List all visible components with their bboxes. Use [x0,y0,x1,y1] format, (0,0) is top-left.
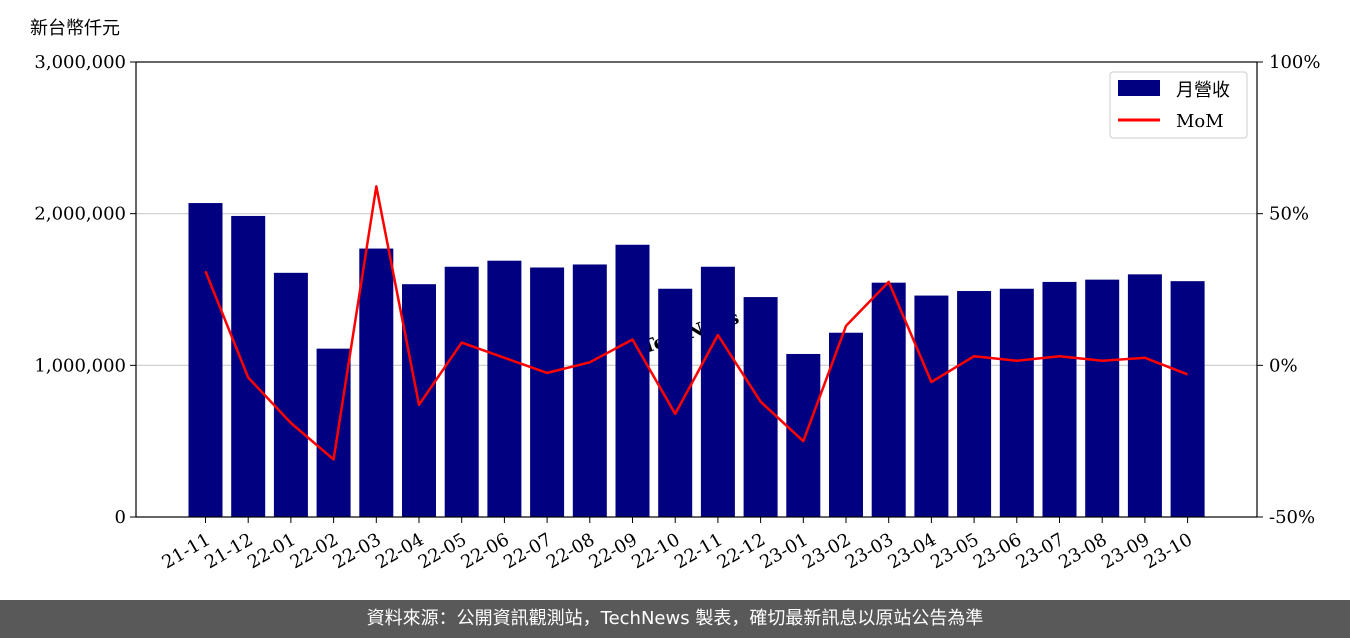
revenue-bar [829,332,863,517]
x-tick-label: 22-10 [628,529,683,573]
revenue-bar [273,272,308,517]
revenue-bar [231,215,266,518]
x-tick-label: 23-02 [799,529,854,573]
x-tick-label: 23-06 [970,529,1025,573]
right-tick-label: -50% [1269,507,1315,528]
mom-line [204,185,1189,461]
revenue-bar [444,266,479,517]
revenue-bar [572,264,607,517]
x-tick-label: 22-01 [244,529,299,573]
right-tick-label: 0% [1269,355,1298,376]
x-tick-label: 23-10 [1141,529,1196,573]
revenue-bar [1170,281,1205,517]
x-tick-label: 23-04 [884,529,939,573]
x-tick-label: 22-11 [671,529,726,573]
x-tick-label: 22-03 [329,529,384,573]
legend-bar-label: 月營收 [1176,80,1230,101]
revenue-bar [316,348,351,517]
revenue-bar [871,282,906,517]
revenue-bar [1127,274,1162,517]
bar-series [188,203,1205,518]
x-tick-label: 22-06 [457,529,512,573]
right-tick-label: 100% [1269,52,1320,73]
right-axis-ticks: -50% 0% 50% 100% [1257,52,1320,528]
revenue-bar [530,267,565,517]
unit-label: 新台幣仟元 [30,18,120,39]
x-tick-label: 23-03 [842,529,897,573]
right-tick-label: 50% [1269,204,1309,225]
x-tick-label: 23-07 [1013,529,1068,573]
revenue-bar [487,260,522,517]
x-tick-label: 21-12 [201,529,256,573]
revenue-bar [658,288,693,517]
left-tick-label: 0 [115,507,126,528]
mom-line-series [204,185,1189,461]
x-tick-label: 23-01 [756,529,811,573]
left-tick-label: 2,000,000 [34,204,126,225]
revenue-bar [957,291,992,517]
revenue-bar [743,297,778,517]
x-tick-label: 22-04 [372,529,427,573]
revenue-bar [359,248,394,518]
revenue-bar [615,244,650,517]
x-tick-label: 22-12 [714,529,769,573]
legend-bar-swatch [1118,80,1160,96]
x-tick-label: 22-05 [415,529,470,573]
x-tick-label: 23-09 [1098,529,1153,573]
x-tick-label: 22-08 [543,529,598,573]
plot-frame [135,61,1258,518]
revenue-bar [786,353,821,517]
x-tick-label: 23-05 [927,529,982,573]
left-axis-ticks: 0 1,000,000 2,000,000 3,000,000 [34,52,136,528]
revenue-bar [999,288,1034,517]
x-tick-label: 22-02 [287,529,342,573]
left-tick-label: 3,000,000 [34,52,126,73]
revenue-bar [700,266,735,517]
revenue-bar [1042,281,1077,517]
revenue-bar [1085,279,1120,517]
x-tick-label: 22-09 [586,529,641,573]
x-tick-label: 21-11 [159,529,214,573]
revenue-bar [188,203,223,518]
x-axis-ticks: 21-1121-1222-0122-0222-0322-0422-0522-06… [159,517,1196,573]
source-footer: 資料來源：公開資訊觀測站，TechNews 製表，確切最新訊息以原站公告為準 [0,600,1350,638]
revenue-bar [914,295,949,517]
left-tick-label: 1,000,000 [34,355,126,376]
x-tick-label: 22-07 [500,529,555,573]
x-tick-label: 23-08 [1055,529,1110,573]
legend: 月營收 MoM [1109,71,1248,139]
legend-line-label: MoM [1176,111,1224,132]
